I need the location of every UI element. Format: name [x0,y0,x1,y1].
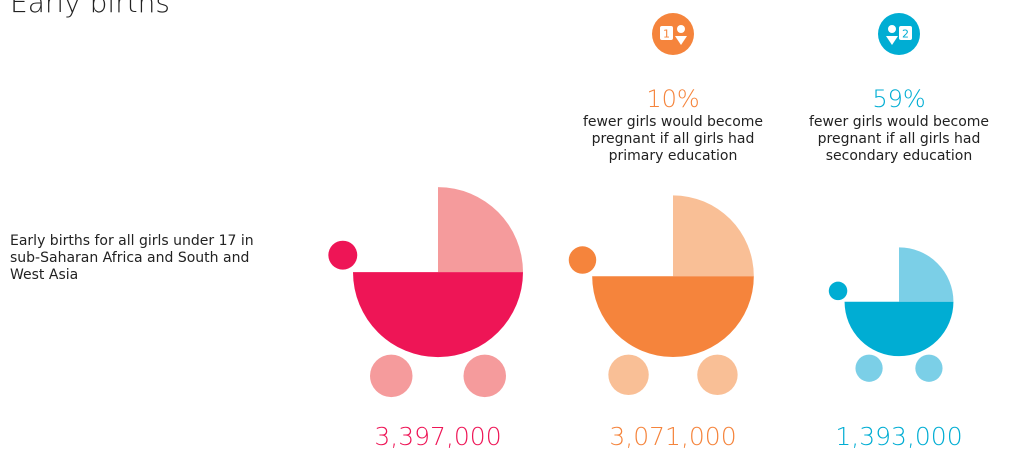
stroller-total-wheel-right [463,354,506,398]
badge-digit: 2 [902,28,909,41]
primary-education-icon: 1 [652,13,694,55]
stroller-total-bowl [353,272,523,358]
row-label: Early births for all girls under 17 in s… [10,233,254,283]
value-label-secondary: 1,393,000 [835,422,963,451]
stroller-secondary-canopy [899,247,954,302]
badge-digit: 1 [663,28,670,41]
primary-description: fewer girls would become pregnant if all… [582,114,764,164]
stroller-primary-bowl [592,276,754,358]
stroller-secondary-bowl [844,301,954,357]
primary-education-icon-glyph: 1 [660,25,687,45]
page-title: Early births [10,0,170,19]
secondary-education-icon: 2 [878,13,920,55]
stroller-total-handle [328,240,358,270]
stroller-total-canopy [438,187,523,273]
stroller-primary-canopy [673,195,754,277]
secondary-description: fewer girls would become pregnant if all… [808,114,990,164]
secondary-education-icon-glyph: 2 [886,25,912,45]
secondary-percent: 59% [872,85,926,113]
value-label-total: 3,397,000 [374,422,502,451]
stroller-secondary-wheel-left [855,354,883,382]
stroller-primary-handle [568,246,597,274]
stroller-secondary-wheel-right [915,354,943,382]
stroller-total-wheel-left [370,354,413,398]
stroller-secondary-handle [828,281,848,301]
stroller-primary-wheel-right [697,354,738,396]
value-label-primary: 3,071,000 [609,422,737,451]
stroller-primary-wheel-left [608,354,649,396]
primary-percent: 10% [646,85,700,113]
